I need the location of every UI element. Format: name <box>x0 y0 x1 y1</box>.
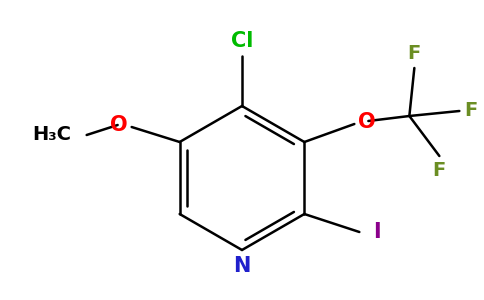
Text: Cl: Cl <box>231 31 253 51</box>
Text: O: O <box>358 112 376 132</box>
Text: H₃C: H₃C <box>32 125 72 145</box>
Text: I: I <box>373 222 381 242</box>
Text: N: N <box>233 256 251 276</box>
Text: F: F <box>464 101 478 121</box>
Text: F: F <box>433 161 446 180</box>
Text: F: F <box>408 44 421 63</box>
Text: O: O <box>110 115 128 135</box>
